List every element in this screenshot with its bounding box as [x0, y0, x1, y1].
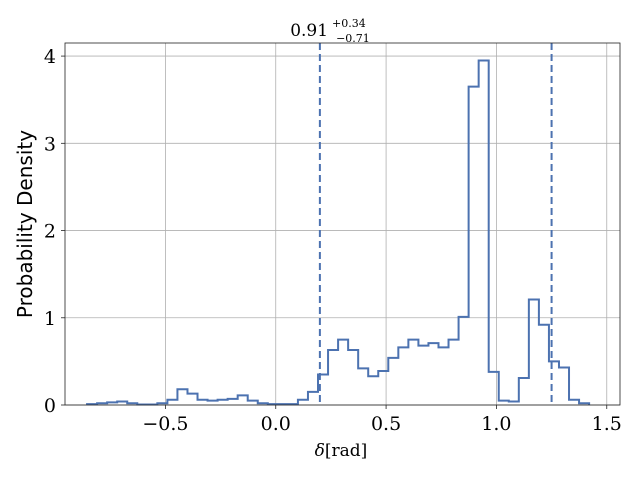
chart-title: 0.91 +0.34 −0.71	[290, 14, 370, 45]
x-tick-label: 1.0	[481, 413, 511, 435]
credible-interval-lines	[318, 43, 553, 405]
x-axis-symbol: δ	[315, 441, 325, 461]
x-tick-label: 0.5	[371, 413, 401, 435]
y-tick-label: 3	[44, 133, 56, 155]
title-lower-error: −0.71	[336, 32, 370, 45]
title-upper-error: +0.34	[332, 17, 366, 30]
x-tick-label: −0.5	[142, 413, 188, 435]
grid-lines	[65, 43, 620, 406]
y-tick-label: 4	[44, 46, 56, 68]
plot-frame	[64, 42, 621, 406]
y-axis-label: Probability Density	[13, 130, 37, 318]
y-tick-label: 1	[44, 308, 56, 330]
histogram-step-line	[86, 59, 591, 406]
y-tick-label: 0	[44, 395, 56, 417]
title-median: 0.91	[290, 21, 328, 41]
x-axis-label: δ[rad]	[315, 441, 368, 461]
y-tick-label: 2	[44, 221, 56, 243]
x-axis-unit: [rad]	[325, 441, 367, 461]
histogram-series	[86, 59, 591, 406]
x-tick-label: 1.5	[592, 413, 622, 435]
x-tick-label: 0.0	[261, 413, 291, 435]
axis-ticks: −0.5 0.0 0.5 1.0 1.5 0 1 2 3 4	[44, 46, 622, 435]
